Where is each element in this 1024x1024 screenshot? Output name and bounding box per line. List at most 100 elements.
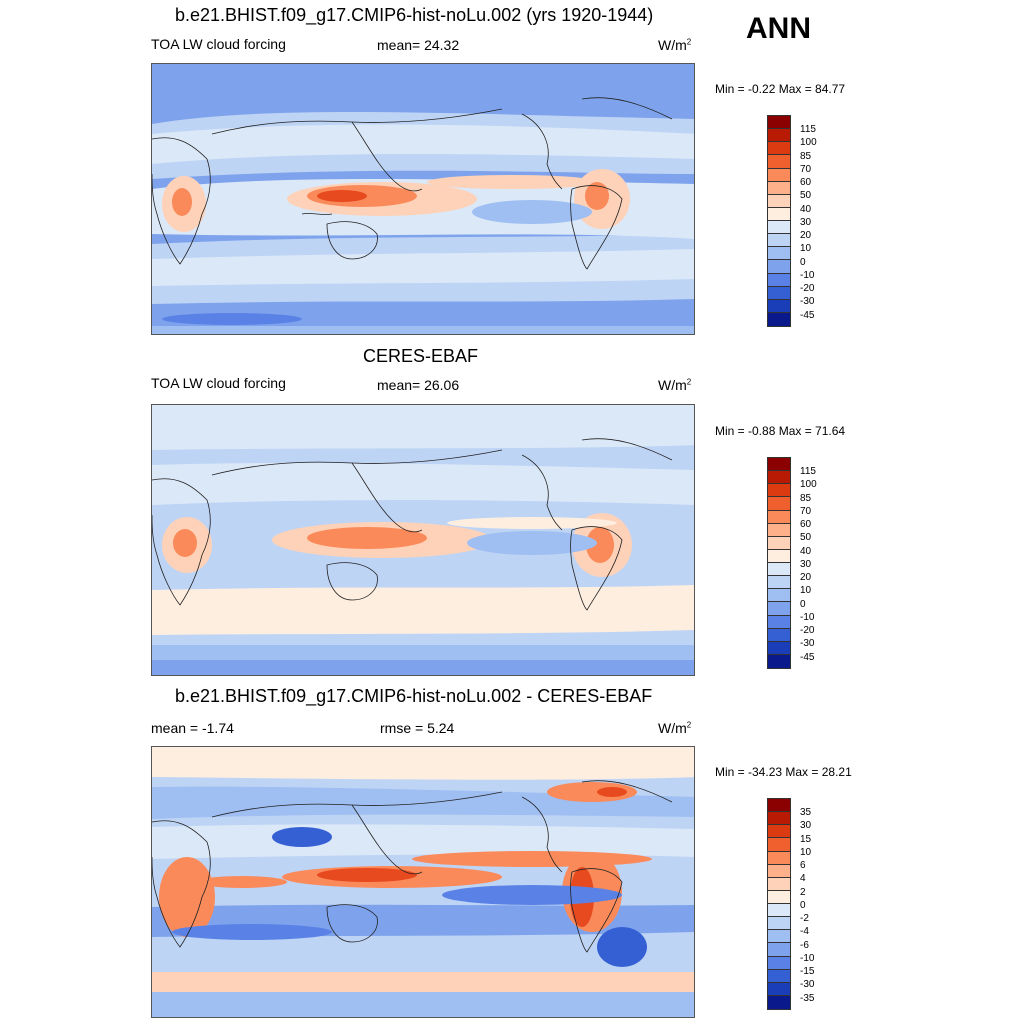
colorbar-segment	[768, 930, 790, 944]
colorbar-segment	[768, 181, 790, 195]
tick: 100	[800, 479, 817, 491]
tick: 115	[800, 124, 816, 135]
colorbar-segment	[768, 995, 790, 1009]
colorbar-segment	[768, 523, 790, 537]
tick: 30	[800, 216, 812, 228]
colorbar-segment	[768, 904, 790, 918]
tick: -20	[800, 283, 815, 294]
tick: 115	[800, 466, 816, 477]
colorbar-segment	[768, 969, 790, 983]
tick: -10	[800, 269, 815, 281]
tick: -45	[800, 309, 815, 321]
tick: 10	[800, 846, 812, 858]
panel2-mean: mean= 26.06	[377, 377, 460, 393]
tick: -10	[800, 611, 815, 623]
panel2-variable-label: TOA LW cloud forcing	[151, 375, 286, 391]
tick: 20	[800, 572, 812, 583]
tick: 30	[800, 820, 812, 832]
panel3-title: b.e21.BHIST.f09_g17.CMIP6-hist-noLu.002 …	[175, 686, 653, 706]
panel3-mean: mean = -1.74	[151, 720, 234, 736]
season-label: ANN	[746, 12, 811, 45]
tick: 0	[800, 598, 806, 610]
tick: -30	[800, 296, 815, 308]
tick: 10	[800, 585, 812, 597]
panel1-title: b.e21.BHIST.f09_g17.CMIP6-hist-noLu.002 …	[175, 5, 654, 25]
colorbar-segment	[768, 116, 790, 130]
colorbar-segment	[768, 497, 790, 511]
tick: 0	[800, 899, 806, 911]
colorbar-segment	[768, 247, 790, 261]
tick: -15	[800, 966, 815, 977]
colorbar-segment	[768, 563, 790, 577]
tick: -35	[800, 992, 815, 1004]
colorbar-segment	[768, 864, 790, 878]
colorbar-segment	[768, 510, 790, 524]
tick: -2	[800, 913, 809, 924]
colorbar-segment	[768, 273, 790, 287]
colorbar-segment	[768, 260, 790, 274]
colorbar-segment	[768, 851, 790, 865]
colorbar-segment	[768, 799, 790, 813]
tick: 60	[800, 519, 812, 530]
tick: -20	[800, 625, 815, 636]
tick: -30	[800, 638, 815, 650]
panel2-title: CERES-EBAF	[363, 346, 479, 366]
colorbar-segment	[768, 812, 790, 826]
tick: 15	[800, 833, 812, 845]
tick: 70	[800, 505, 812, 517]
colorbar-segment	[768, 982, 790, 996]
tick: 10	[800, 243, 812, 255]
colorbar-segment	[768, 536, 790, 550]
colorbar-segment	[768, 299, 790, 313]
panel3-colorbar	[767, 798, 791, 1010]
panel1-units: W/m2	[658, 37, 692, 53]
colorbar-segment	[768, 168, 790, 182]
tick: 20	[800, 230, 812, 241]
colorbar-segment	[768, 917, 790, 931]
panel1-colorbar-ticks: 115 100 85 70 60 50 40 30 20 10 0 -10 -2…	[800, 123, 817, 322]
tick: -6	[800, 939, 809, 951]
tick: -45	[800, 651, 815, 663]
colorbar-segment	[768, 194, 790, 208]
panel3-rmse: rmse = 5.24	[380, 720, 455, 736]
tick: 4	[800, 873, 806, 885]
colorbar-segment	[768, 484, 790, 498]
tick: 40	[800, 545, 812, 557]
colorbar-segment	[768, 589, 790, 603]
colorbar-segment	[768, 207, 790, 221]
tick: 100	[800, 137, 817, 149]
colorbar-segment	[768, 142, 790, 156]
panel3-minmax: Min = -34.23 Max = 28.21	[715, 765, 852, 779]
panel2-colorbar	[767, 457, 791, 669]
colorbar-segment	[768, 602, 790, 616]
tick: 60	[800, 177, 812, 188]
colorbar-segment	[768, 458, 790, 472]
colorbar-segment	[768, 155, 790, 169]
colorbar-segment	[768, 576, 790, 590]
colorbar-segment	[768, 312, 790, 326]
panel3-colorbar-ticks: 35 30 15 10 6 4 2 0 -2 -4 -6 -10 -15 -30…	[800, 806, 814, 1005]
colorbar-segment	[768, 825, 790, 839]
tick: 40	[800, 203, 812, 215]
tick: 6	[800, 860, 806, 871]
colorbar-segment	[768, 877, 790, 891]
panel1-colorbar	[767, 115, 791, 327]
tick: 85	[800, 492, 812, 504]
colorbar-segment	[768, 286, 790, 300]
panel2-colorbar-ticks: 115 100 85 70 60 50 40 30 20 10 0 -10 -2…	[800, 465, 817, 664]
colorbar-segment	[768, 615, 790, 629]
panel3-map	[151, 746, 695, 1018]
colorbar-segment	[768, 129, 790, 143]
panel1-minmax: Min = -0.22 Max = 84.77	[715, 82, 846, 96]
panel2-map	[151, 404, 695, 676]
tick: 35	[800, 807, 812, 818]
colorbar-segment	[768, 956, 790, 970]
panel1-map	[151, 63, 695, 335]
panel2-minmax: Min = -0.88 Max = 71.64	[715, 424, 846, 438]
colorbar-segment	[768, 654, 790, 668]
tick: 50	[800, 532, 812, 544]
panel1-variable-label: TOA LW cloud forcing	[151, 36, 286, 52]
colorbar-segment	[768, 628, 790, 642]
tick: 0	[800, 256, 806, 268]
colorbar-segment	[768, 221, 790, 235]
